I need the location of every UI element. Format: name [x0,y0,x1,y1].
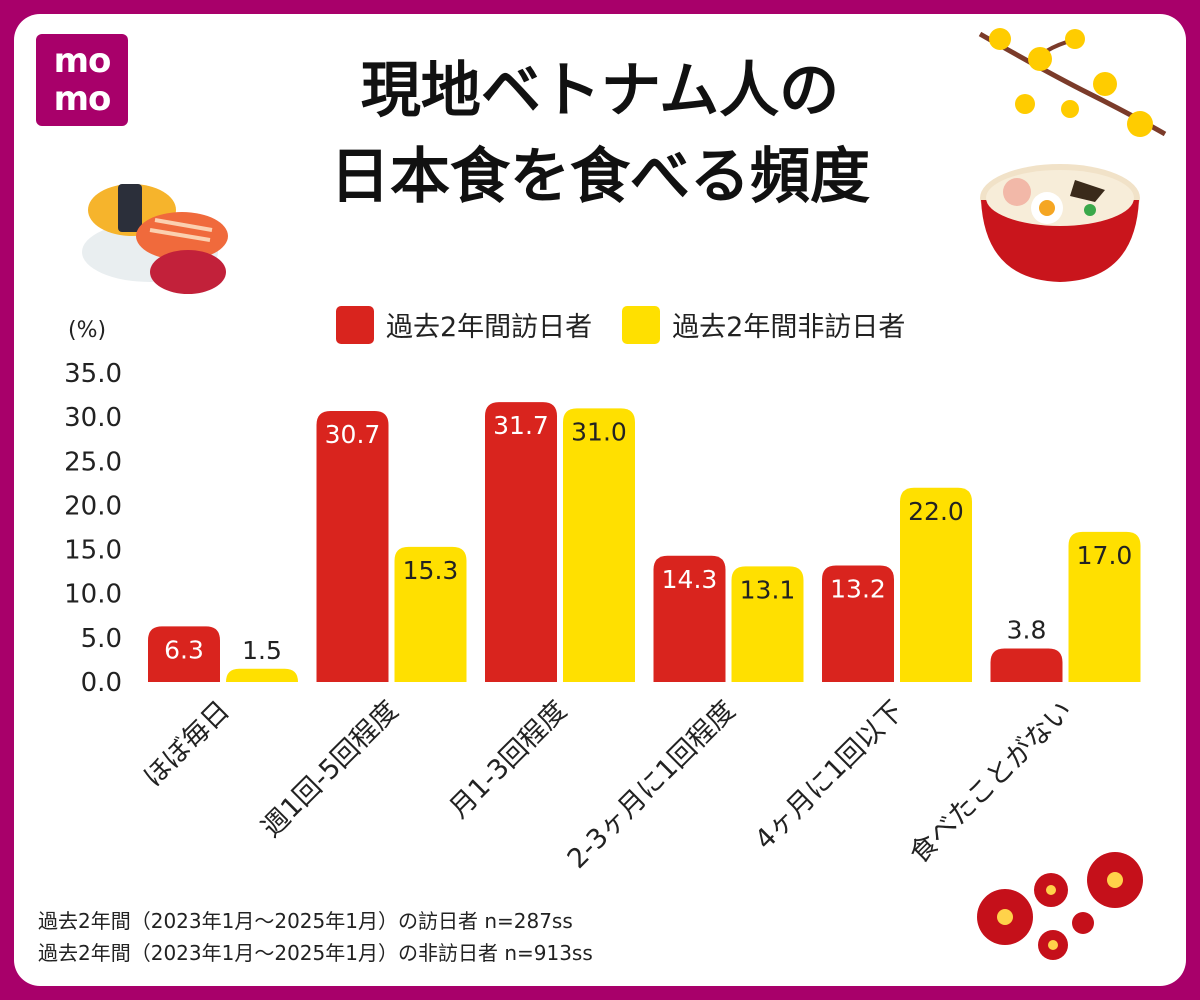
y-tick-label: 35.0 [64,359,122,389]
legend-swatch-visitor [336,305,374,344]
y-axis-unit: (%) [68,318,107,343]
y-tick-label: 15.0 [64,536,122,566]
x-category-label: 食べたことがない [904,695,1079,870]
title-line1: 現地ベトナム人の [360,56,840,126]
data-label: 22.0 [908,497,964,526]
momo-logo: mo mo [36,34,128,126]
sushi-icon [82,184,228,294]
x-category-label: 月1-3回程度 [443,695,572,824]
data-label: 30.7 [325,420,381,449]
bar-nonvisitor [731,566,804,682]
y-tick-label: 10.0 [64,580,122,610]
data-label: 14.3 [662,565,718,594]
x-category-label: 2-3ヶ月に1回程度 [562,695,742,875]
ramen-icon [980,164,1140,282]
title-line2: 日本食を食べる頻度 [330,142,870,212]
bar-nonvisitor [900,487,972,682]
apricot-blossom-icon [978,28,1167,137]
y-tick-label: 30.0 [64,403,122,433]
bar-nonvisitor [1068,531,1141,682]
y-tick-label: 0.0 [81,668,122,698]
data-label: 13.1 [740,575,796,604]
bar-visitor [485,402,557,682]
legend-label-nonvisitor: 過去2年間非訪日者 [672,312,906,343]
page-title: 現地ベトナム人の 日本食を食べる頻度 [0,48,1200,220]
legend-item-nonvisitor: 過去2年間非訪日者 [622,305,905,344]
data-label: 15.3 [403,556,459,585]
data-label: 3.8 [1007,615,1047,644]
legend-swatch-nonvisitor [622,305,661,344]
data-label: 31.0 [571,417,627,446]
sample-note-nonvisitor: 過去2年間（2023年1月～2025年1月）の非訪日者 n=913ss [38,941,593,965]
y-tick-label: 25.0 [64,447,122,477]
sample-note-visitor: 過去2年間（2023年1月～2025年1月）の訪日者 n=287ss [38,909,573,933]
data-label: 31.7 [493,411,549,440]
y-tick-label: 5.0 [81,624,122,654]
y-tick-label: 20.0 [64,491,122,521]
legend-item-visitor: 過去2年間訪日者 [336,305,592,344]
x-category-label: 4ヶ月に1回以下 [749,695,910,856]
x-category-label: ほぼ毎日 [138,695,236,793]
bar-visitor [822,565,894,682]
x-category-label: 週1回-5回程度 [256,695,405,844]
logo-line2: mo [53,79,112,119]
logo-line1: mo [53,41,112,81]
bar-nonvisitor [226,668,298,682]
chart-legend: 過去2年間訪日者 過去2年間非訪日者 [336,305,935,344]
bar-visitor [653,555,726,682]
bar-visitor [990,648,1063,682]
data-label: 6.3 [164,635,204,664]
data-label: 1.5 [242,636,282,665]
legend-label-visitor: 過去2年間訪日者 [386,312,593,343]
bar-visitor [316,410,389,682]
bar-nonvisitor [563,408,635,682]
data-label: 13.2 [830,574,886,603]
plum-blossom-icon [977,852,1143,960]
bar-nonvisitor [394,546,467,682]
bar-visitor [148,626,220,682]
data-label: 17.0 [1077,541,1133,570]
